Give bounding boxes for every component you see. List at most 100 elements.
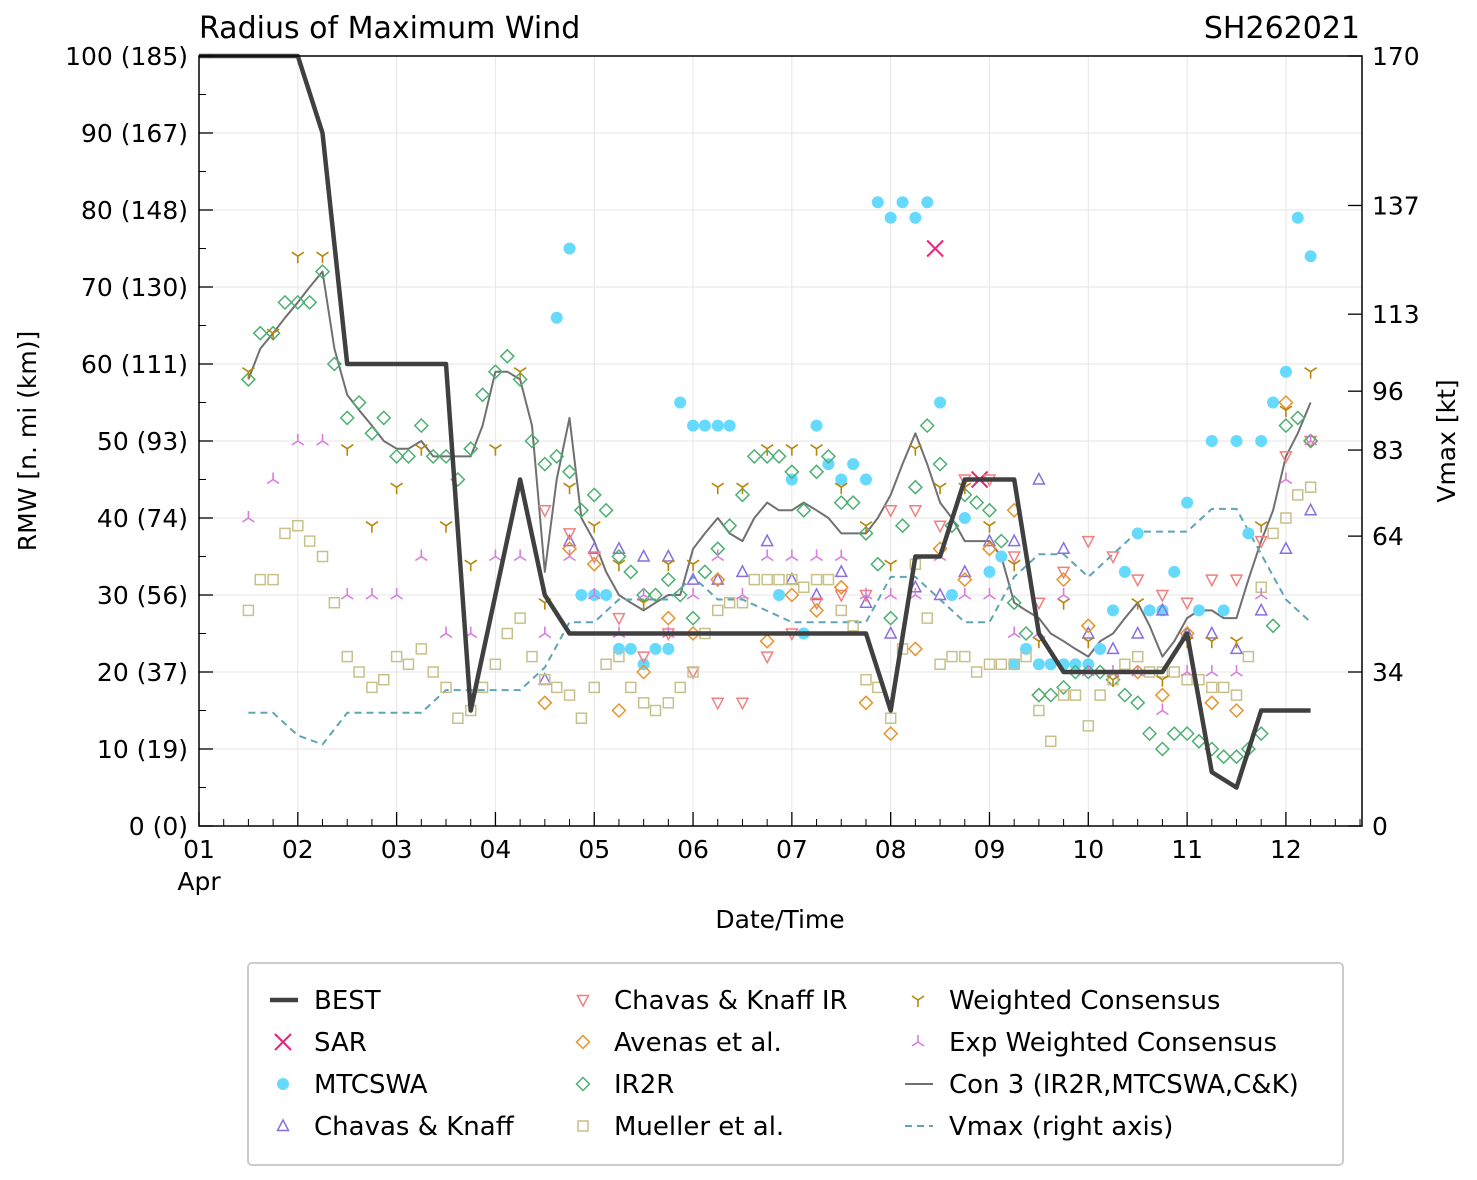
weighted-consensus-point: [760, 444, 774, 456]
mueller-et-al-point: [539, 673, 551, 686]
weighted-consensus-point-b: [563, 482, 570, 488]
legend-entry-chavas-knaff-label: Chavas & Knaff: [314, 1112, 515, 1142]
chavas-knaff-ir-point: [760, 651, 774, 665]
exp-weighted-consensus-point-b: [316, 440, 323, 446]
exp-weighted-consensus-point-b: [1304, 440, 1312, 446]
exp-weighted-consensus-point-b: [736, 594, 743, 600]
avenas-et-al-point: [809, 602, 825, 618]
chavas-knaff-point: [612, 541, 626, 555]
avenas-et-al-point: [858, 695, 874, 711]
series-layer: [199, 53, 1319, 790]
exp-weighted-consensus-point-c: [914, 594, 922, 600]
exp-weighted-consensus-point-b: [266, 478, 274, 485]
weighted-consensus-point-c: [717, 482, 725, 488]
mueller-et-al-point: [946, 650, 958, 663]
legend-entry-chavas-knaff-ir-swatch: [576, 994, 590, 1008]
mueller-et-al-point: [378, 673, 390, 686]
y-tick-label: 100 (185): [65, 42, 188, 71]
ir2r-point: [845, 495, 861, 511]
exp-weighted-consensus-point-c: [519, 555, 527, 562]
mtcswa-point: [563, 242, 576, 255]
mueller-et-al-series: [242, 481, 1317, 748]
mueller-et-al-point: [983, 658, 996, 671]
ir2r-point: [364, 425, 380, 441]
exp-weighted-consensus-point-c: [1260, 594, 1268, 600]
mtcswa-point: [921, 196, 934, 209]
weighted-consensus-point-c: [371, 521, 379, 527]
ir2r-point: [537, 456, 553, 472]
y2-tick-label: 170: [1372, 42, 1420, 71]
exp-weighted-consensus-point: [884, 588, 898, 600]
chavas-knaff-ir-point: [538, 505, 552, 518]
y-tick-label: 30 (56): [97, 581, 188, 610]
weighted-consensus-point: [736, 482, 749, 495]
ir2r-point: [820, 448, 836, 464]
chavas-knaff-point: [735, 564, 750, 578]
avenas-et-al-point: [883, 726, 899, 742]
weighted-consensus-point: [513, 367, 527, 379]
exp-weighted-consensus-point-c: [865, 594, 873, 600]
avenas-et-al-point: [611, 702, 627, 719]
mueller-et-al-point: [773, 573, 785, 586]
x-tick-label: 01: [183, 835, 215, 864]
mtcswa-point: [1131, 527, 1144, 540]
weighted-consensus-point-b: [266, 328, 274, 334]
exp-weighted-consensus-point: [390, 588, 404, 600]
chavas-knaff-ir-point: [834, 589, 849, 603]
y2-tick-label: 137: [1372, 191, 1420, 220]
ir2r-point: [759, 448, 775, 464]
weighted-consensus-point-b: [785, 444, 793, 450]
ir2r-point: [463, 441, 479, 457]
avenas-et-al-point: [1080, 618, 1096, 634]
legend-entry-ir2r: IR2R: [575, 1070, 674, 1100]
weighted-consensus-point: [1205, 636, 1219, 649]
weighted-consensus-point-c: [1112, 675, 1120, 681]
mueller-et-al-point: [1057, 689, 1070, 701]
chavas-knaff-ir-point: [809, 597, 824, 611]
mueller-et-al-point: [797, 581, 810, 594]
weighted-consensus-point-b: [340, 444, 348, 450]
avenas-et-al-point: [759, 633, 775, 649]
ir2r-point: [833, 495, 849, 511]
weighted-consensus-point-b: [464, 559, 472, 565]
ir2r-point: [524, 433, 540, 449]
avenas-et-al-point: [537, 695, 553, 711]
chavas-knaff-ir-point: [1155, 589, 1170, 603]
mtcswa-point: [835, 473, 848, 486]
legend-entry-exp-weighted-consensus-swatch-b: [911, 1041, 919, 1047]
ir2r-point: [413, 418, 429, 434]
exp-weighted-consensus-point: [1304, 434, 1318, 446]
ir2r-point: [1265, 618, 1281, 634]
legend-entry-weighted-consensus-label: Weighted Consensus: [949, 986, 1220, 1016]
mueller-et-al-point: [575, 712, 588, 724]
legend-entry-sar-swatch: [274, 1033, 292, 1051]
mtcswa-point: [1156, 604, 1169, 617]
mtcswa-point: [1230, 435, 1243, 447]
exp-weighted-consensus-point-b: [958, 594, 966, 600]
weighted-consensus-point-b: [414, 444, 422, 450]
mtcswa-point: [1304, 250, 1317, 263]
chavas-knaff-ir-point: [735, 697, 750, 711]
legend-entry-con-3-ir2r-mtcswa-c-k-label: Con 3 (IR2R,MTCSWA,C&K): [949, 1070, 1299, 1100]
exp-weighted-consensus-point-c: [964, 594, 972, 600]
legend-entry-mueller-et-al-swatch: [577, 1120, 589, 1132]
ir2r-point: [487, 364, 503, 380]
exp-weighted-consensus-point-c: [989, 594, 996, 600]
chavas-knaff-ir-point: [1279, 451, 1293, 465]
y-tick-label: 80 (148): [81, 196, 188, 225]
mueller-et-al-point: [959, 650, 971, 663]
exp-weighted-consensus-point-c: [420, 555, 428, 562]
y2-tick-label: 0: [1372, 812, 1388, 841]
exp-weighted-consensus-point-b: [390, 594, 398, 600]
ir2r-point: [1056, 679, 1072, 695]
mtcswa-point: [1094, 642, 1107, 655]
ir2r-point: [1166, 726, 1182, 742]
weighted-consensus-point: [1057, 598, 1071, 610]
chavas-knaff-point: [760, 533, 774, 547]
mueller-et-al-point: [427, 666, 439, 678]
ir2r-point: [981, 502, 998, 518]
ir2r-point: [883, 610, 899, 626]
chavas-knaff-ir-point: [1106, 551, 1120, 565]
exp-weighted-consensus-point: [266, 472, 280, 485]
weighted-consensus-point: [1106, 675, 1120, 687]
